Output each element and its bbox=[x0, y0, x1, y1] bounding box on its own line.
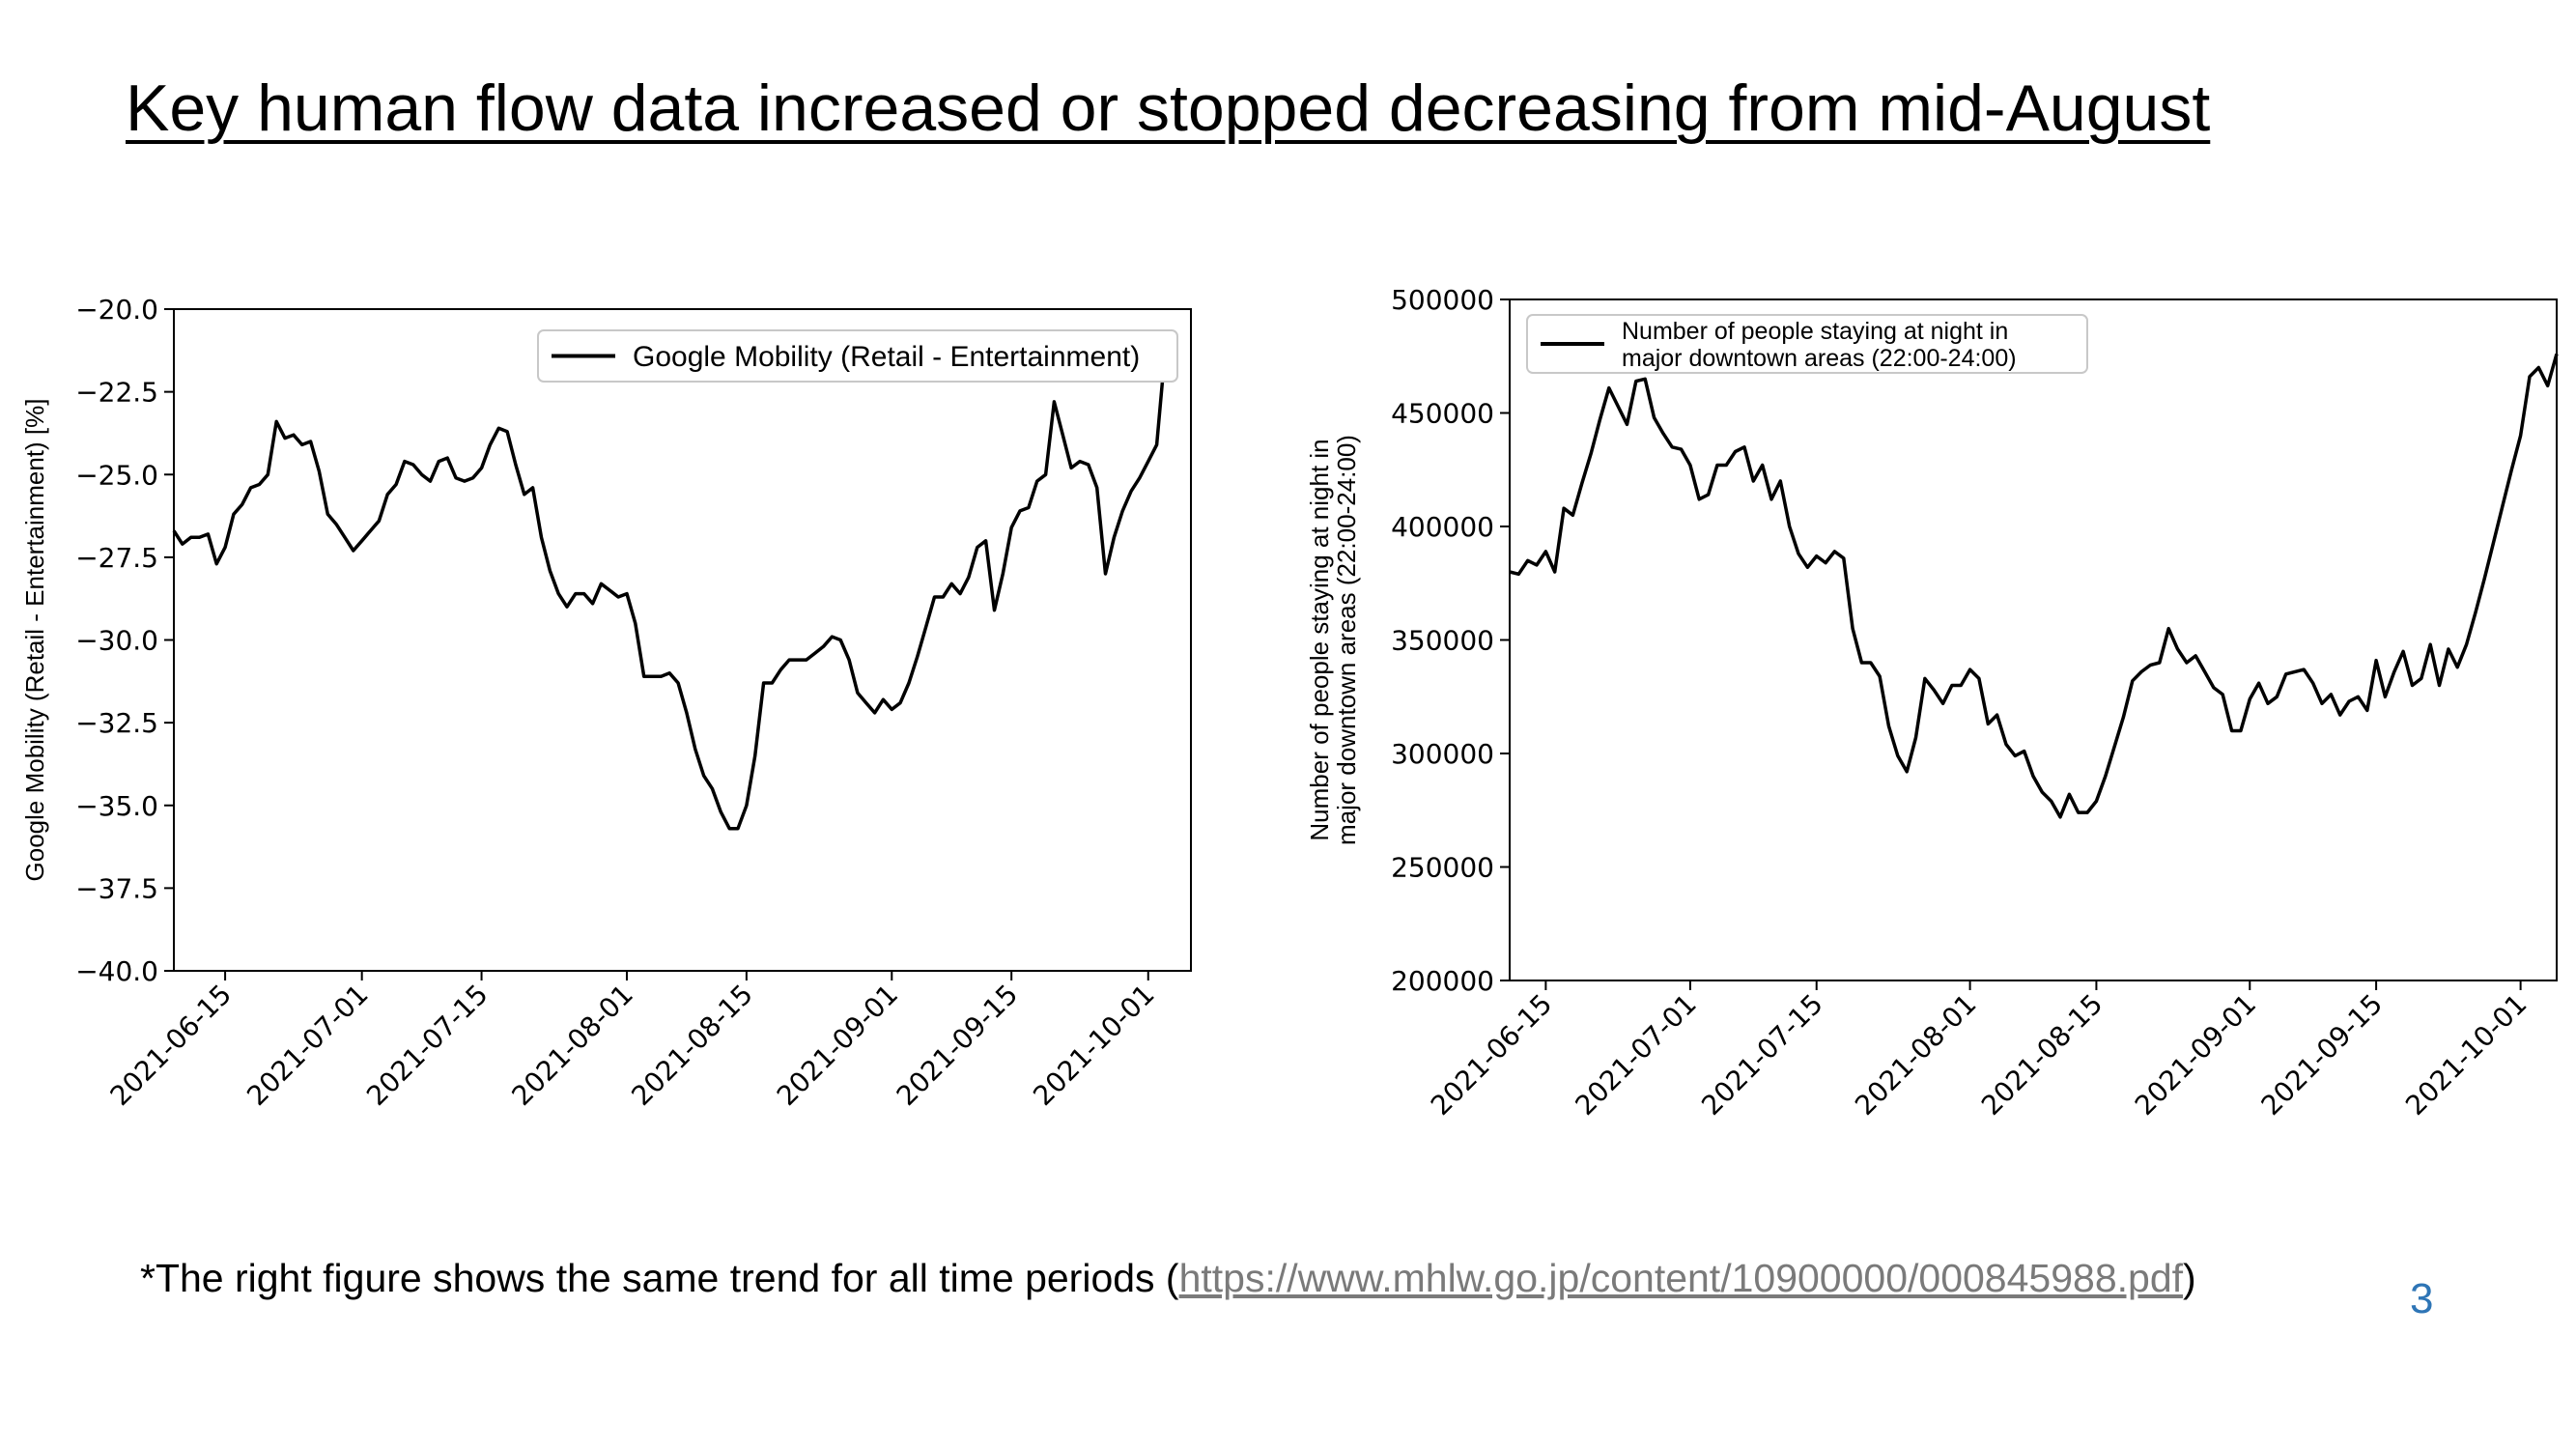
footnote-text: *The right figure shows the same trend f… bbox=[140, 1256, 1179, 1300]
y-tick-label: 400000 bbox=[1391, 511, 1494, 543]
chart-night-stay: 200000 250000 300000 350000 400000 450000 5000… bbox=[1305, 284, 2559, 1122]
x-tick-label: 2021-06-15 bbox=[1425, 988, 1558, 1122]
chart-google-mobility: −20.0 −22.5 −25.0 −27.5 −30.0 −32.5 −35.0 −37.5… bbox=[20, 294, 1192, 1112]
y-tick-label: −40.0 bbox=[75, 955, 158, 987]
y-tick-label: −27.5 bbox=[75, 542, 158, 574]
x-tick-label: 2021-08-01 bbox=[506, 979, 639, 1112]
y-tick-label: 200000 bbox=[1391, 965, 1494, 997]
y-tick-label: 450000 bbox=[1391, 398, 1494, 430]
x-tick-label: 2021-09-01 bbox=[771, 979, 904, 1112]
x-tick-label: 2021-07-15 bbox=[1695, 988, 1828, 1122]
y-tick-label: −35.0 bbox=[75, 790, 158, 822]
y-tick-label: −22.5 bbox=[75, 377, 158, 409]
legend: Number of people staying at night inmajo… bbox=[1526, 314, 2088, 374]
x-tick-label: 2021-08-15 bbox=[1975, 988, 2109, 1122]
y-tick-label: −30.0 bbox=[75, 625, 158, 657]
x-tick-label: 2021-07-01 bbox=[1569, 988, 1702, 1122]
y-axis-title: Google Mobility (Retail - Entertainment)… bbox=[20, 399, 49, 882]
series-line bbox=[1509, 353, 2559, 819]
x-tick-label: 2021-08-01 bbox=[1849, 988, 1982, 1122]
series-line bbox=[172, 347, 1175, 831]
plot-frame bbox=[1509, 298, 2558, 981]
plot-frame bbox=[173, 308, 1192, 972]
footnote: *The right figure shows the same trend f… bbox=[140, 1256, 2196, 1301]
y-tick-label: −37.5 bbox=[75, 872, 158, 904]
y-tick-label: −25.0 bbox=[75, 459, 158, 491]
y-tick-label: 300000 bbox=[1391, 738, 1494, 770]
legend-label: Google Mobility (Retail - Entertainment) bbox=[633, 341, 1140, 373]
x-tick-label: 2021-07-15 bbox=[360, 979, 494, 1112]
y-tick-label: 500000 bbox=[1391, 284, 1494, 316]
x-tick-label: 2021-10-01 bbox=[1027, 979, 1160, 1112]
y-axis-title: major downtown areas (22:00-24:00) bbox=[1332, 435, 1361, 845]
x-tick-label: 2021-07-01 bbox=[241, 979, 374, 1112]
footnote-close: ) bbox=[2183, 1256, 2196, 1300]
slide-title: Key human flow data increased or stopped… bbox=[126, 71, 2211, 145]
y-tick-label: 350000 bbox=[1391, 625, 1494, 657]
legend-box bbox=[1526, 314, 2088, 374]
x-tick-label: 2021-09-15 bbox=[2255, 988, 2389, 1122]
y-tick-label: 250000 bbox=[1391, 852, 1494, 884]
legend: Google Mobility (Retail - Entertainment) bbox=[537, 329, 1178, 383]
x-tick-label: 2021-09-15 bbox=[891, 979, 1024, 1112]
legend-label: Number of people staying at night in bbox=[1622, 318, 2008, 345]
x-tick-label: 2021-06-15 bbox=[104, 979, 238, 1112]
x-tick-label: 2021-08-15 bbox=[625, 979, 758, 1112]
legend-box bbox=[537, 329, 1178, 383]
y-tick-label: −20.0 bbox=[75, 294, 158, 326]
y-tick-label: −32.5 bbox=[75, 707, 158, 739]
x-tick-label: 2021-09-01 bbox=[2129, 988, 2262, 1122]
x-tick-label: 2021-10-01 bbox=[2399, 988, 2533, 1122]
legend-label: major downtown areas (22:00-24:00) bbox=[1622, 345, 2017, 372]
page-number: 3 bbox=[2410, 1275, 2434, 1322]
footnote-link[interactable]: https://www.mhlw.go.jp/content/10900000/… bbox=[1178, 1256, 2184, 1300]
y-axis-title: Number of people staying at night in bbox=[1305, 439, 1334, 840]
